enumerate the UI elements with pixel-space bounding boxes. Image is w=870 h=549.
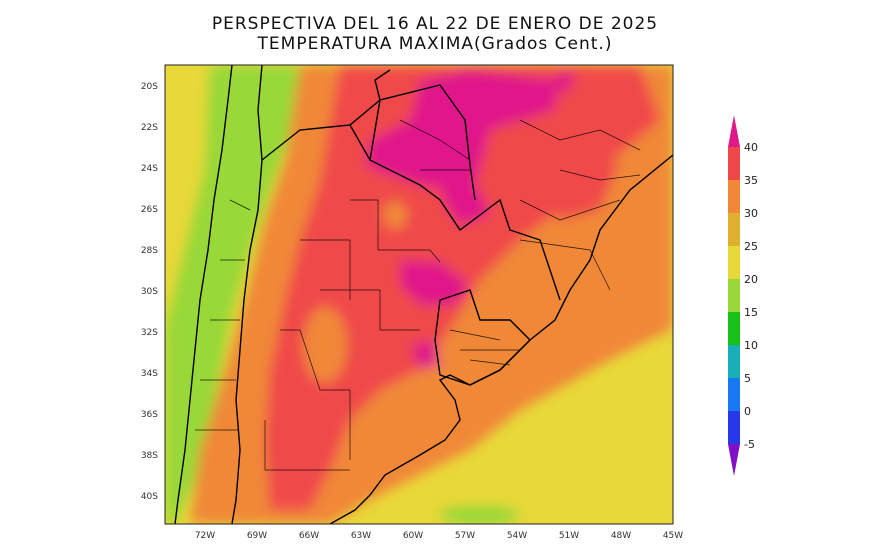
latitude-label: 28S [141,246,158,256]
colorbar-segment [728,411,740,444]
longitude-label: 54W [507,531,527,541]
colorbar-segment [728,279,740,312]
colorbar-legend: 40 35 30 25 20 15 10 5 0 -5 [728,115,758,476]
latitude-label: 20S [141,82,158,92]
longitude-label: 72W [195,531,215,541]
map-title: PERSPECTIVA DEL 16 AL 22 DE ENERO DE 202… [211,14,659,34]
colorbar-segment [728,345,740,378]
latitude-label: 24S [141,164,158,174]
longitude-label: 45W [663,531,683,541]
latitude-label: 38S [141,451,158,461]
latitude-label: 36S [141,410,158,420]
longitude-labels: 72W 69W 66W 63W 60W 57W 54W 51W 48W 45W [195,531,683,541]
colorbar-segment [728,378,740,411]
longitude-label: 48W [611,531,631,541]
colorbar-label: 5 [744,372,751,385]
colorbar-label: 25 [744,240,758,253]
latitude-label: 26S [141,205,158,215]
latitude-label: 40S [141,492,158,502]
colorbar-label: -5 [744,438,755,451]
longitude-label: 60W [403,531,423,541]
colorbar-label: 10 [744,339,758,352]
colorbar-segment [728,147,740,180]
colorbar-top-arrow [728,115,740,147]
colorbar-label: 40 [744,141,758,154]
latitude-label: 22S [141,123,158,133]
colorbar-segment [728,213,740,246]
colorbar-segment [728,180,740,213]
longitude-label: 57W [455,531,475,541]
colorbar-bottom-arrow [728,444,740,476]
longitude-label: 69W [247,531,267,541]
colorbar-label: 0 [744,405,751,418]
colorbar-label: 15 [744,306,758,319]
latitude-label: 32S [141,328,158,338]
colorbar-segment [728,246,740,279]
map-subtitle: TEMPERATURA MAXIMA(Grados Cent.) [257,34,613,54]
latitude-label: 34S [141,369,158,379]
colorbar-segment [728,312,740,345]
latitude-label: 30S [141,287,158,297]
colorbar-label: 30 [744,207,758,220]
map-frame [164,64,674,525]
temperature-field [165,65,673,524]
latitude-labels: 20S 22S 24S 26S 28S 30S 32S 34S 36S 38S 40S [141,82,158,502]
longitude-label: 63W [351,531,371,541]
colorbar-label: 20 [744,273,758,286]
longitude-label: 66W [299,531,319,541]
longitude-label: 51W [559,531,579,541]
colorbar-label: 35 [744,174,758,187]
